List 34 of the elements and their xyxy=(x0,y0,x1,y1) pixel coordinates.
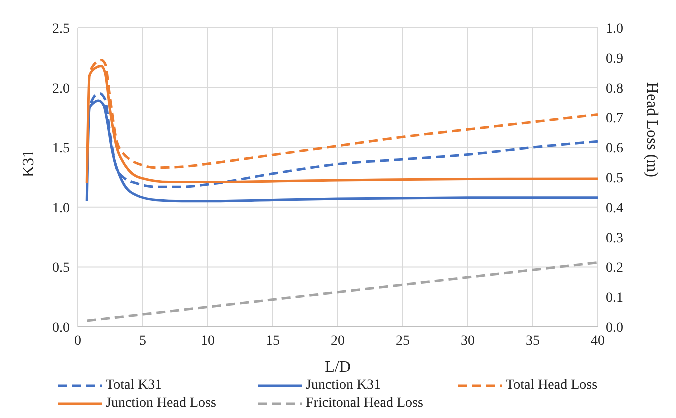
y-tick-label: 2.5 xyxy=(52,22,70,37)
x-tick-label: 5 xyxy=(140,334,146,349)
x-tick-label: 40 xyxy=(591,334,605,349)
legend-label: Junction K31 xyxy=(306,378,382,394)
y2-axis-title: Head Loss (m) xyxy=(643,82,660,178)
legend-label: Total K31 xyxy=(106,378,162,394)
y-tick-label: 2.0 xyxy=(52,82,70,97)
y2-tick-label: 0.6 xyxy=(606,142,624,157)
x-tick-label: 30 xyxy=(461,334,475,349)
y2-tick-label: 0.7 xyxy=(606,112,624,127)
y2-tick-label: 0.2 xyxy=(606,261,624,276)
y-axis-title: K31 xyxy=(20,150,38,178)
y2-tick-label: 0.8 xyxy=(606,82,624,97)
x-tick-label: 35 xyxy=(526,334,540,349)
legend-label: Fricitonal Head Loss xyxy=(306,396,424,412)
y2-tick-label: 0.3 xyxy=(606,231,624,246)
y-tick-label: 1.0 xyxy=(52,201,70,216)
x-axis-title: L/D xyxy=(325,359,351,376)
x-tick-label: 25 xyxy=(396,334,410,349)
x-tick-label: 10 xyxy=(201,334,215,349)
y2-tick-label: 0.5 xyxy=(606,171,624,186)
y2-tick-label: 0.4 xyxy=(606,201,624,216)
y2-tick-label: 0.0 xyxy=(606,320,624,336)
x-tick-label: 0 xyxy=(74,334,82,349)
y-tick-label: 0.0 xyxy=(52,320,70,336)
legend-label: Junction Head Loss xyxy=(106,396,216,412)
y-tick-label: 0.5 xyxy=(52,261,70,276)
y2-tick-label: 0.9 xyxy=(606,52,624,67)
y2-tick-label: 0.1 xyxy=(606,291,624,306)
y-tick-label: 1.5 xyxy=(52,142,70,157)
x-tick-label: 15 xyxy=(266,334,280,349)
x-tick-label: 20 xyxy=(331,334,345,349)
y2-tick-label: 1.0 xyxy=(606,22,624,37)
legend-label: Total Head Loss xyxy=(506,378,598,394)
